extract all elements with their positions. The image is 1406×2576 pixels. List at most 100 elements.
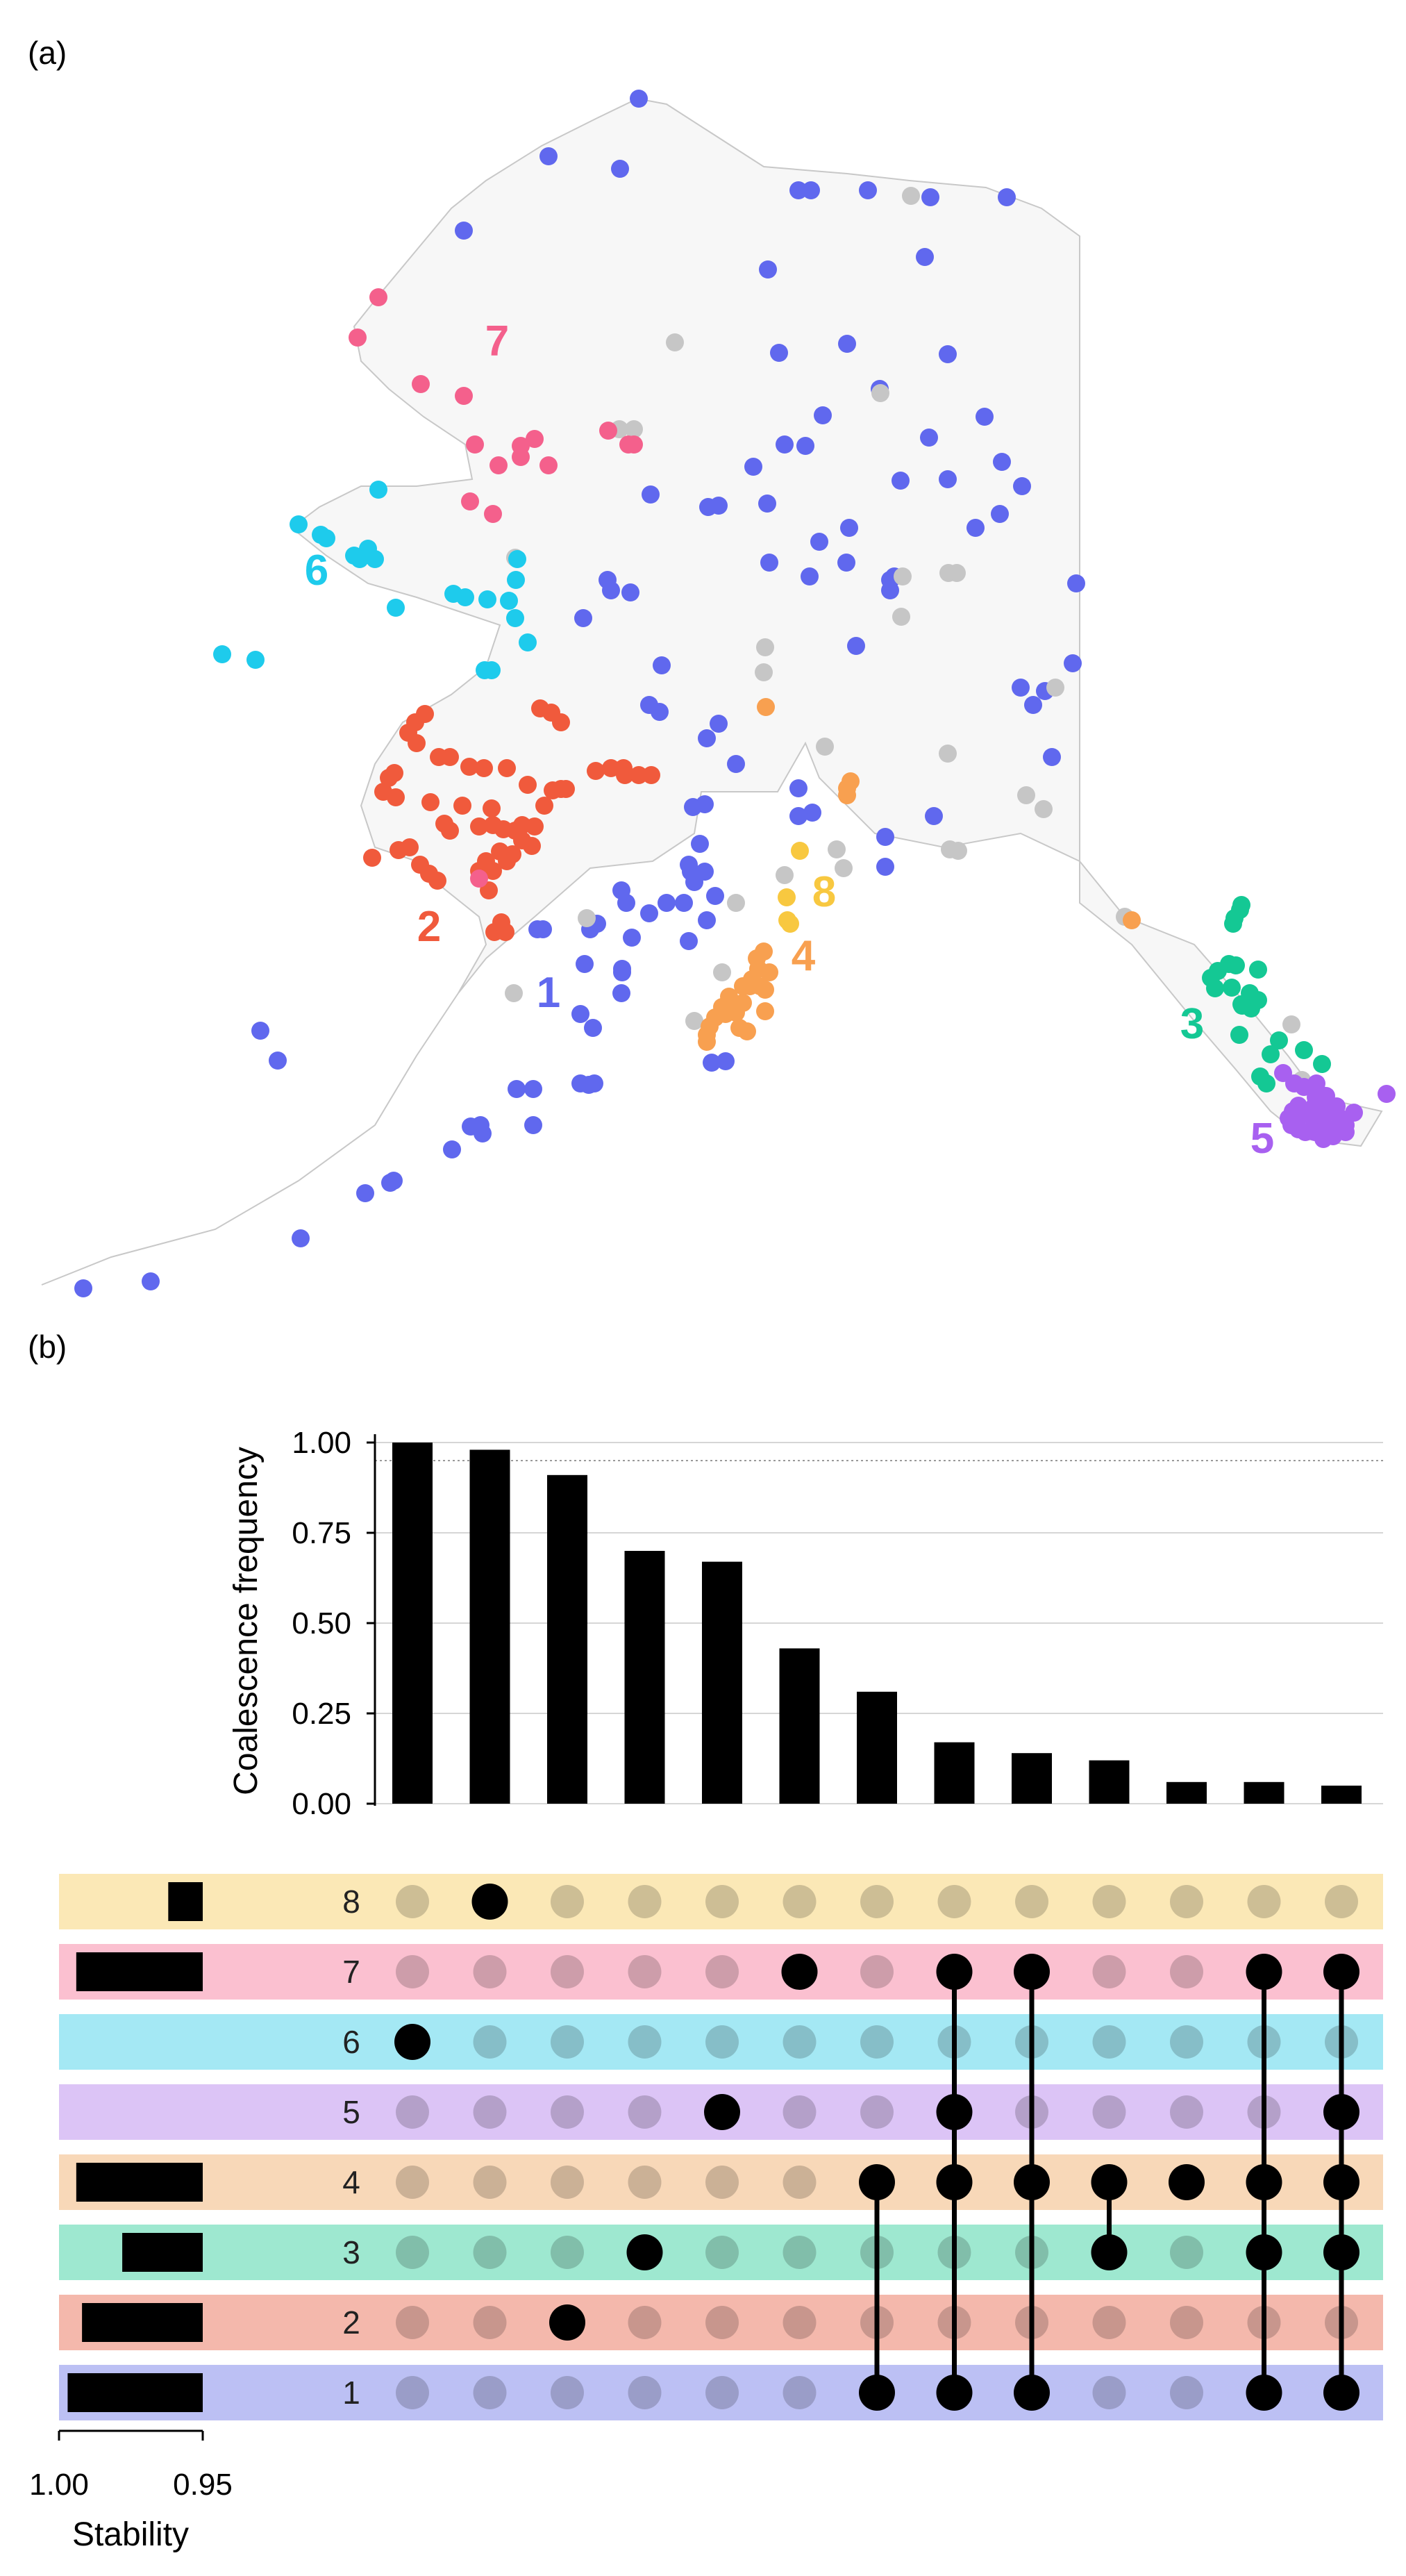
cluster-3-point: [1223, 979, 1241, 997]
unassigned-point: [948, 564, 966, 582]
cluster-1-point: [613, 960, 631, 978]
matrix-dot-inactive: [782, 2306, 817, 2339]
cluster-2-point: [630, 766, 648, 784]
unassigned-point: [756, 638, 774, 656]
panel-a-label: (a): [28, 35, 67, 71]
bar-1: [392, 1443, 433, 1804]
cluster-1-point: [653, 656, 671, 674]
stability-tick-label: 0.95: [173, 2468, 233, 2502]
cluster-6-point: [387, 599, 405, 617]
cluster-4-label: 4: [792, 932, 816, 980]
unassigned-point: [1046, 679, 1064, 697]
cluster-1-point: [691, 835, 709, 853]
cluster-1-point: [524, 1080, 542, 1098]
row-band-8: [59, 1874, 1383, 1929]
cluster-1-point: [574, 609, 592, 627]
bar-2: [469, 1449, 510, 1804]
matrix-dot-inactive: [782, 2025, 817, 2059]
unassigned-point: [892, 608, 910, 626]
cluster-1-point: [462, 1117, 480, 1136]
cluster-5-point: [1378, 1085, 1396, 1103]
matrix-dot-inactive: [782, 1885, 817, 1918]
cluster-1-point: [1067, 574, 1085, 592]
row-band-2: [59, 2295, 1383, 2350]
cluster-1-point: [623, 929, 641, 947]
row-label-6: 6: [342, 2024, 360, 2060]
cluster-1-point: [251, 1022, 269, 1040]
cluster-6-point: [506, 609, 524, 627]
cluster-2-point: [387, 788, 405, 806]
stability-bar-4: [76, 2163, 203, 2202]
cluster-2-point: [498, 759, 516, 777]
cluster-8-point: [791, 842, 809, 860]
cluster-2-point: [408, 734, 426, 752]
cluster-2-point: [453, 797, 471, 815]
cluster-1-point: [703, 1054, 721, 1072]
cluster-1-point: [881, 581, 899, 599]
cluster-2-point: [470, 817, 488, 836]
cluster-1-point: [758, 495, 776, 513]
matrix-dot-inactive: [1092, 1955, 1126, 1988]
cluster-2-point: [441, 822, 459, 840]
unassigned-point: [828, 840, 846, 858]
cluster-7-point: [470, 870, 488, 888]
cluster-1-point: [571, 1005, 589, 1023]
matrix-dot-active: [859, 2164, 895, 2200]
cluster-1-point: [744, 458, 762, 476]
matrix-dot-active: [1246, 2164, 1282, 2200]
cluster-1-point: [939, 470, 957, 488]
row-label-1: 1: [342, 2375, 360, 2411]
matrix-dot-inactive: [1092, 2306, 1126, 2339]
cluster-4-point: [756, 1002, 774, 1020]
stability-bar-7: [76, 1952, 203, 1991]
matrix-dot-inactive: [551, 2376, 584, 2409]
y-tick-label: 0.25: [292, 1697, 351, 1731]
cluster-6-point: [290, 515, 308, 533]
row-label-2: 2: [342, 2304, 360, 2341]
cluster-6-point: [478, 590, 496, 608]
matrix-dot-active: [1323, 2234, 1359, 2270]
bar-3: [547, 1474, 587, 1804]
cluster-1-point: [617, 894, 635, 912]
unassigned-point: [949, 842, 967, 860]
cluster-1-point: [1064, 654, 1082, 672]
cluster-3-point: [1270, 1031, 1288, 1049]
cluster-2-point: [498, 852, 516, 870]
matrix-dot-inactive: [1092, 2025, 1126, 2059]
cluster-2-point: [496, 923, 514, 941]
cluster-1-point: [576, 955, 594, 973]
cluster-6-point: [519, 633, 537, 651]
cluster-1-point: [789, 181, 807, 199]
cluster-1-point: [939, 345, 957, 363]
cluster-1-point: [801, 567, 819, 585]
row-band-6: [59, 2014, 1383, 2070]
cluster-5-point: [1337, 1123, 1355, 1141]
cluster-7-point: [349, 329, 367, 347]
cluster-3-point: [1257, 1074, 1275, 1092]
matrix-dot-inactive: [396, 2095, 429, 2129]
cluster-3-point: [1249, 961, 1267, 979]
stability-bar-2: [82, 2303, 203, 2342]
cluster-1-point: [651, 703, 669, 721]
matrix-dot-active: [1246, 2234, 1282, 2270]
cluster-6-point: [508, 550, 526, 568]
matrix-dot-inactive: [551, 1955, 584, 1988]
matrix-dot-inactive: [1247, 1885, 1281, 1918]
cluster-1-point: [876, 828, 894, 846]
cluster-1-point: [292, 1229, 310, 1247]
matrix-dot-inactive: [705, 1955, 739, 1988]
cluster-1-point: [630, 90, 648, 108]
matrix-dot-inactive: [782, 2166, 817, 2199]
row-label-7: 7: [342, 1954, 360, 1990]
cluster-6-point: [500, 592, 518, 610]
matrix-dot-inactive: [1170, 2236, 1203, 2269]
cluster-1-point: [658, 894, 676, 912]
coalescence-bar-chart: 1.00 0.75 0.50 0.25 0.00 Coalescence frequen…: [228, 1426, 1383, 1821]
cluster-2-point: [519, 776, 537, 794]
cluster-1-point: [571, 1074, 589, 1092]
bar-7: [857, 1691, 897, 1804]
unassigned-point: [578, 909, 596, 927]
cluster-8-label: 8: [812, 868, 836, 916]
y-tick-label: 1.00: [292, 1426, 351, 1460]
cluster-4-point: [1123, 911, 1141, 929]
